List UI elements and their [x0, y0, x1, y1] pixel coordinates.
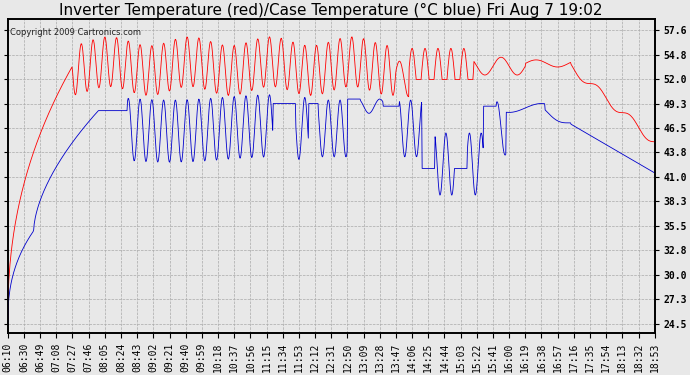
Title: Inverter Temperature (red)/Case Temperature (°C blue) Fri Aug 7 19:02: Inverter Temperature (red)/Case Temperat…	[59, 3, 603, 18]
Text: Copyright 2009 Cartronics.com: Copyright 2009 Cartronics.com	[10, 28, 141, 38]
